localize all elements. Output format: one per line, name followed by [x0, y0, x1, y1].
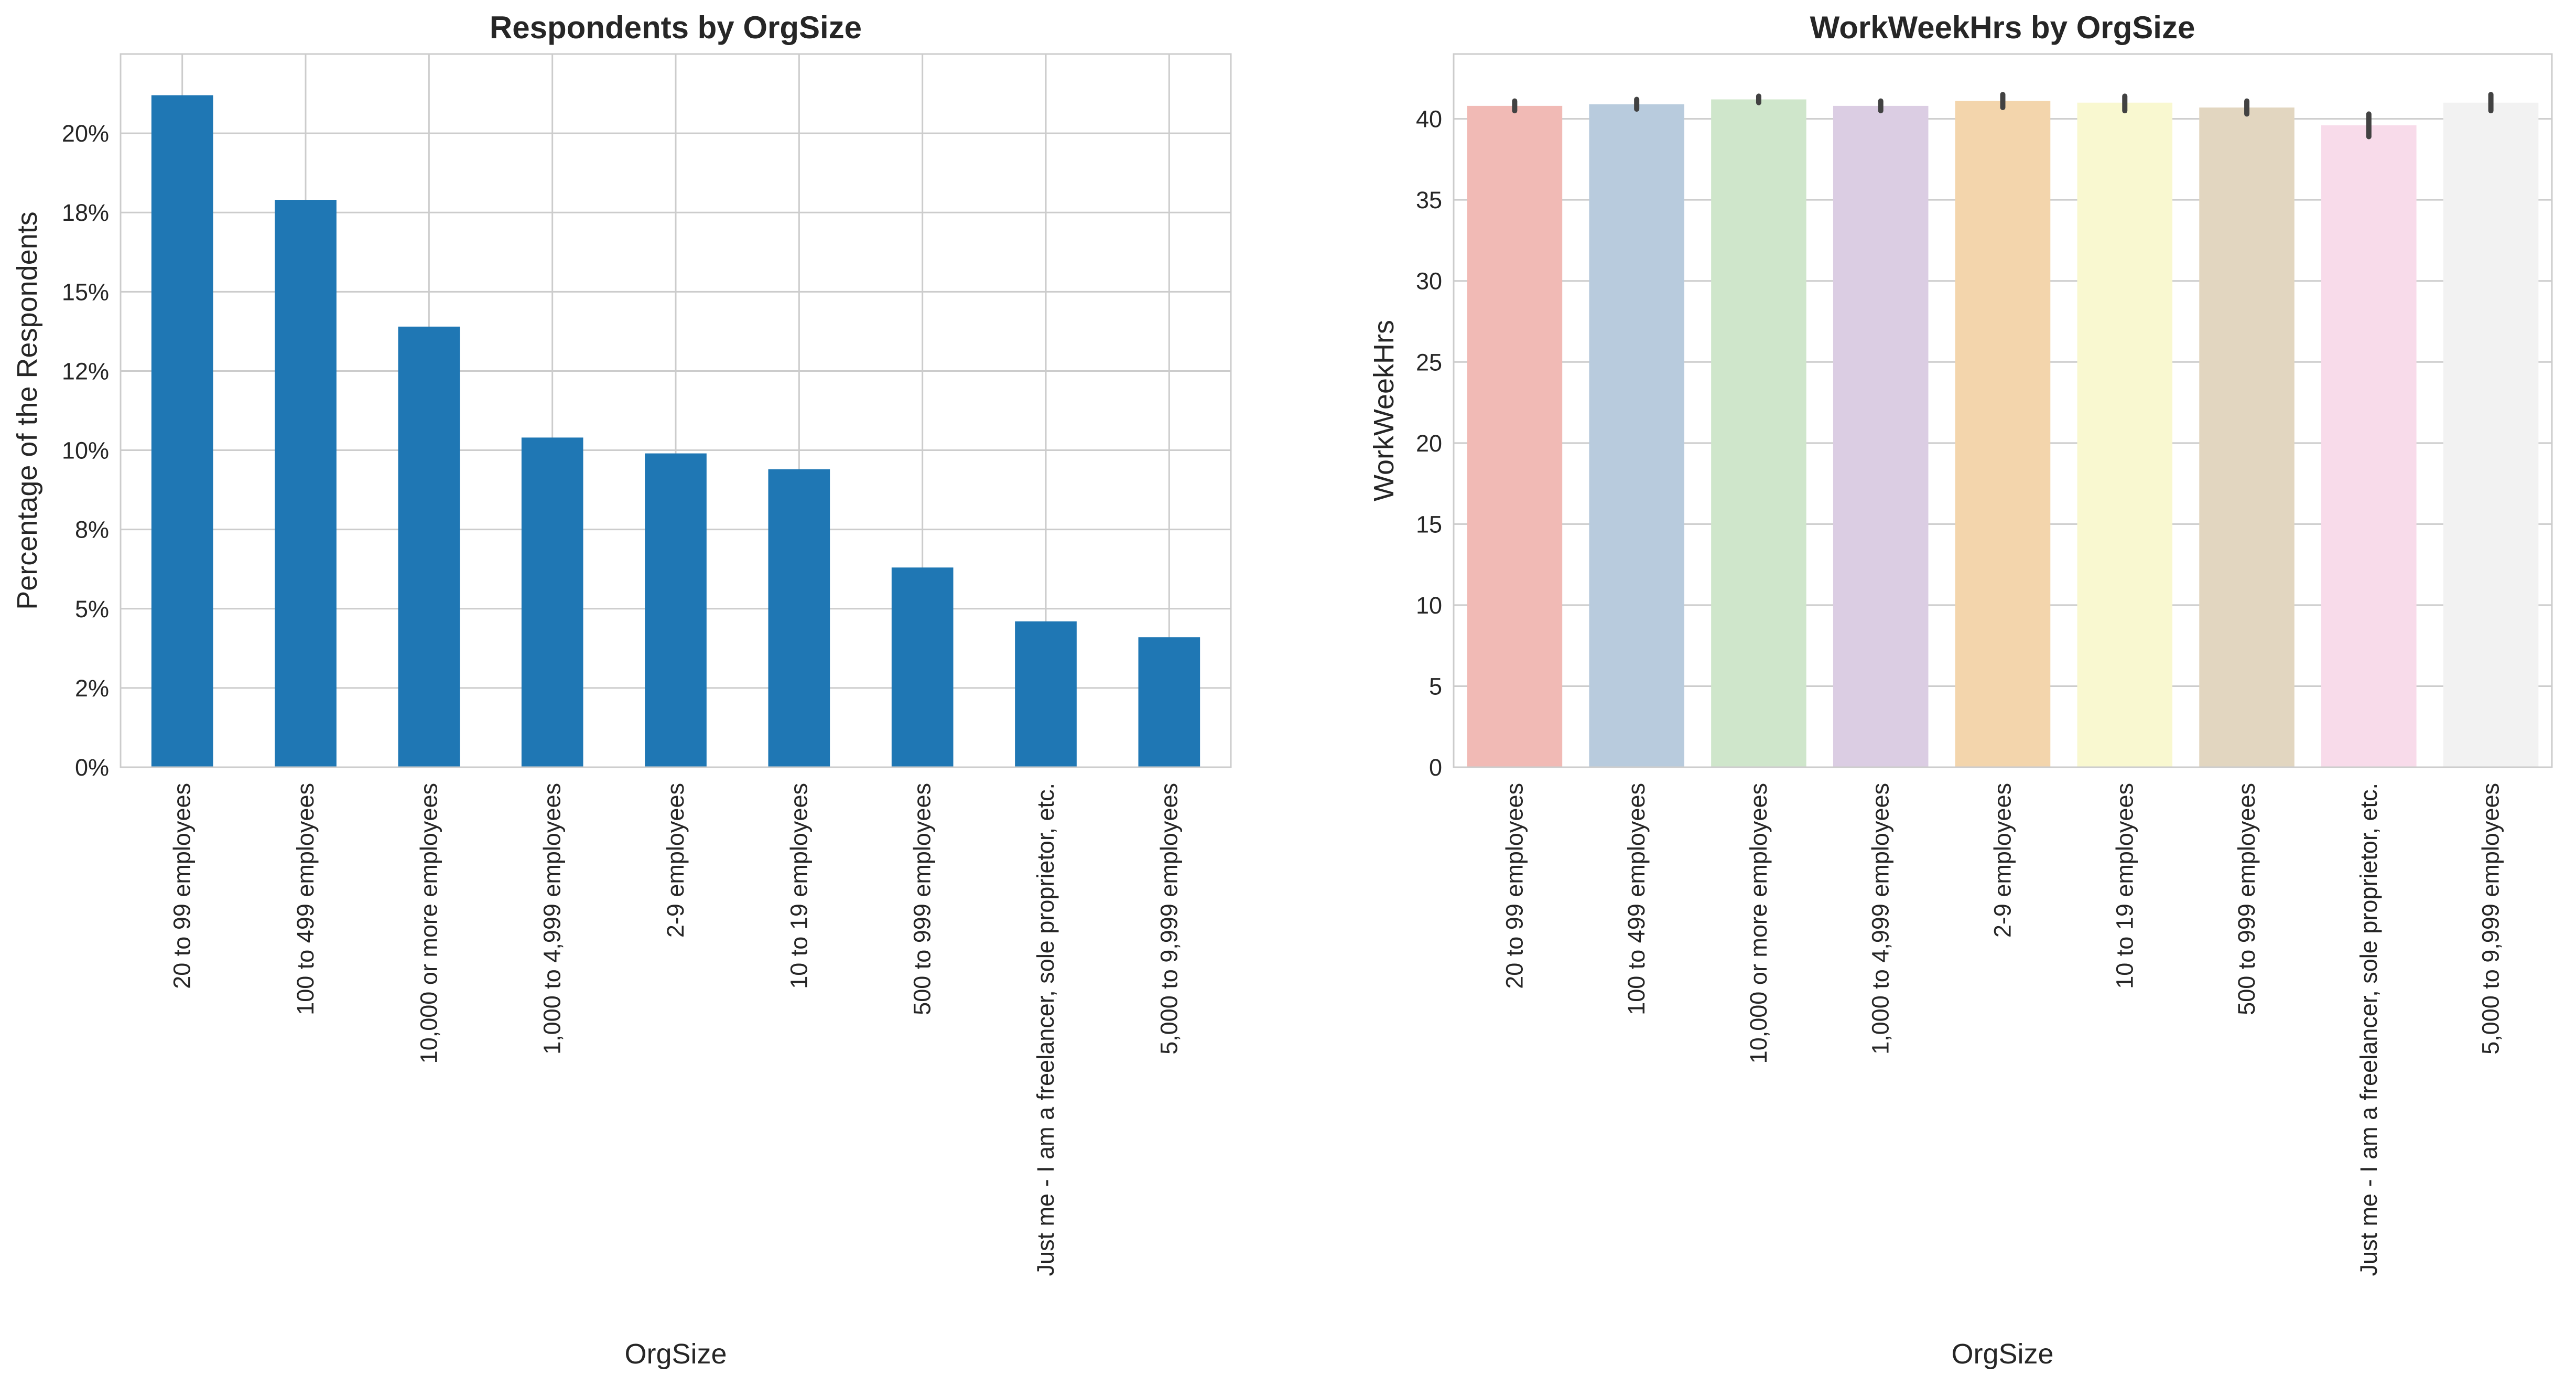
- respondents-x-tick-label: Just me - I am a freelancer, sole propri…: [1032, 783, 1059, 1276]
- respondents-y-tick-label: 20%: [62, 120, 109, 147]
- respondents-bar: [275, 200, 337, 767]
- respondents-x-tick-label: 2-9 employees: [662, 783, 689, 938]
- respondents-y-axis-label: Percentage of the Respondents: [12, 211, 43, 610]
- respondents-bar: [151, 95, 213, 768]
- workweekhrs-bar: [1833, 105, 1929, 768]
- workweekhrs-bar: [2199, 108, 2294, 767]
- workweekhrs-y-axis-label: WorkWeekHrs: [1368, 320, 1400, 501]
- respondents-x-tick-label: 1,000 to 4,999 employees: [539, 783, 566, 1055]
- workweekhrs-x-tick-label: Just me - I am a freelancer, sole propri…: [2355, 783, 2382, 1276]
- workweekhrs-bar: [2321, 125, 2417, 767]
- workweekhrs-plot-frame: [1453, 53, 2553, 768]
- workweekhrs-y-tick-label: 25: [1416, 349, 1442, 375]
- respondents-bars: [151, 95, 1200, 768]
- workweekhrs-bar: [2077, 102, 2173, 767]
- workweekhrs-y-tick-label: 15: [1416, 511, 1442, 538]
- respondents-bar: [398, 326, 460, 767]
- workweekhrs-y-tick-label: 0: [1429, 754, 1442, 781]
- workweekhrs-chart: 0 5 10 15 20 25 30 35 40 20 to 99 employees 100 t…: [1368, 10, 2553, 1370]
- respondents-x-ticks: 20 to 99 employees 100 to 499 employees 10…: [169, 783, 1183, 1276]
- respondents-y-ticks: 0% 2% 5% 8% 10% 12% 15% 18% 20%: [62, 120, 109, 781]
- respondents-x-tick-label: 20 to 99 employees: [169, 783, 196, 989]
- workweekhrs-x-tick-label: 10 to 19 employees: [2111, 783, 2138, 989]
- workweekhrs-x-ticks: 20 to 99 employees 100 to 499 employees 10…: [1501, 783, 2504, 1276]
- respondents-bar: [645, 453, 707, 767]
- workweekhrs-x-tick-label: 500 to 999 employees: [2233, 783, 2260, 1015]
- respondents-chart-title: Respondents by OrgSize: [490, 10, 862, 45]
- workweekhrs-y-tick-label: 5: [1429, 673, 1442, 700]
- workweekhrs-chart-title: WorkWeekHrs by OrgSize: [1810, 10, 2195, 45]
- respondents-y-tick-label: 8%: [75, 517, 109, 543]
- workweekhrs-bar: [1955, 101, 2051, 768]
- workweekhrs-bar: [2443, 102, 2539, 767]
- respondents-x-tick-label: 5,000 to 9,999 employees: [1155, 783, 1182, 1055]
- workweekhrs-bar: [1467, 105, 1563, 768]
- workweekhrs-x-tick-label: 10,000 or more employees: [1745, 783, 1772, 1063]
- respondents-y-tick-label: 2%: [75, 675, 109, 702]
- workweekhrs-y-tick-label: 40: [1416, 106, 1442, 133]
- workweekhrs-y-tick-label: 30: [1416, 268, 1442, 295]
- respondents-y-tick-label: 18%: [62, 199, 109, 226]
- workweekhrs-y-tick-label: 35: [1416, 187, 1442, 213]
- respondents-bar: [521, 437, 583, 767]
- respondents-x-tick-label: 10,000 or more employees: [415, 783, 442, 1063]
- workweekhrs-error-bars: [1512, 92, 2494, 139]
- respondents-plot-frame: [120, 53, 1232, 768]
- respondents-x-tick-label: 500 to 999 employees: [909, 783, 936, 1015]
- respondents-bar: [891, 567, 954, 767]
- respondents-y-tick-label: 12%: [62, 358, 109, 384]
- respondents-x-axis-label: OrgSize: [624, 1338, 727, 1370]
- workweekhrs-y-tick-label: 20: [1416, 430, 1442, 457]
- workweekhrs-x-tick-label: 20 to 99 employees: [1501, 783, 1528, 989]
- workweekhrs-x-tick-label: 5,000 to 9,999 employees: [2477, 783, 2504, 1055]
- workweekhrs-bars: [1467, 99, 2539, 768]
- workweekhrs-bar: [1711, 99, 1806, 768]
- workweekhrs-x-tick-label: 2-9 employees: [1989, 783, 2016, 938]
- workweekhrs-x-axis-label: OrgSize: [1951, 1338, 2053, 1370]
- respondents-bar: [1138, 637, 1200, 767]
- respondents-x-tick-label: 100 to 499 employees: [292, 783, 319, 1015]
- respondents-chart: 0% 2% 5% 8% 10% 12% 15% 18% 20% 20 to 99 employe…: [12, 10, 1232, 1370]
- respondents-y-tick-label: 5%: [75, 596, 109, 622]
- workweekhrs-y-ticks: 0 5 10 15 20 25 30 35 40: [1416, 106, 1442, 781]
- respondents-y-tick-label: 0%: [75, 754, 109, 781]
- workweekhrs-x-tick-label: 1,000 to 4,999 employees: [1867, 783, 1894, 1055]
- workweekhrs-x-tick-label: 100 to 499 employees: [1623, 783, 1650, 1015]
- respondents-y-tick-label: 10%: [62, 437, 109, 464]
- respondents-bar: [768, 469, 830, 767]
- respondents-bar: [1015, 621, 1077, 767]
- respondents-y-tick-label: 15%: [62, 278, 109, 305]
- respondents-x-tick-label: 10 to 19 employees: [785, 783, 812, 989]
- workweekhrs-y-tick-label: 10: [1416, 592, 1442, 619]
- workweekhrs-bar: [1589, 104, 1684, 768]
